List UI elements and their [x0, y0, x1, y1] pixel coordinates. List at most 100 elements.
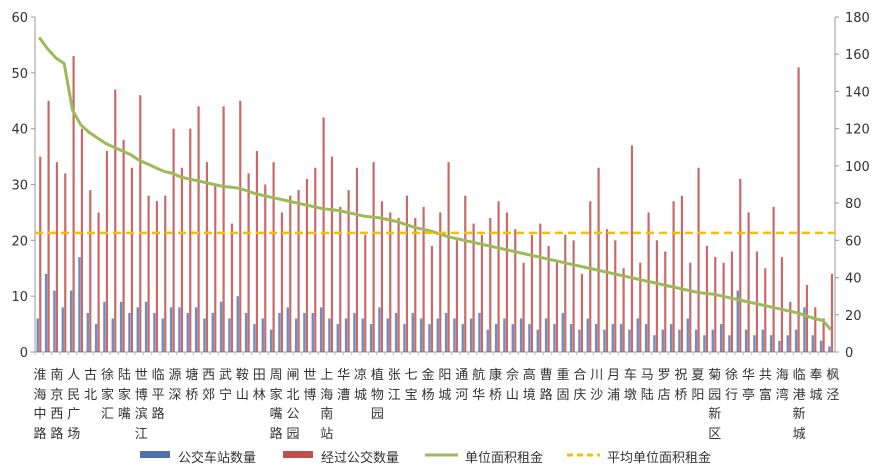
bar-bus-lines	[339, 206, 342, 352]
bar-bus-lines	[280, 212, 284, 352]
bar-stations	[153, 312, 156, 352]
legend-label: 公交车站数量	[178, 451, 257, 466]
bar-stations	[636, 318, 639, 352]
x-tick-label: 世博滨江	[134, 368, 148, 442]
bar-stations	[203, 318, 206, 352]
bar-stations	[778, 340, 781, 352]
bar-stations	[178, 307, 181, 352]
bar-stations	[386, 318, 389, 352]
bar-stations	[686, 318, 689, 352]
bar-bus-lines	[397, 218, 400, 352]
x-tick-label: 佘山	[505, 368, 519, 403]
bar-stations	[578, 329, 581, 352]
bar-stations	[661, 329, 664, 352]
bar-stations	[553, 324, 556, 352]
bar-bus-lines	[147, 195, 150, 352]
bar-stations	[169, 307, 173, 352]
bar-stations	[219, 301, 223, 352]
bar-bus-lines	[272, 162, 275, 352]
bar-stations	[336, 324, 339, 352]
line-rent	[37, 36, 832, 331]
bar-bus-lines	[605, 229, 609, 352]
left-tick-label: 40	[11, 123, 28, 138]
bar-stations	[253, 324, 256, 352]
right-tick-label: 40	[845, 272, 862, 287]
x-tick-label: 古北	[84, 368, 98, 403]
bar-stations	[428, 324, 431, 352]
bar-stations	[103, 301, 106, 352]
bar-bus-lines	[547, 245, 550, 352]
bar-bus-lines	[155, 201, 159, 352]
bar-bus-lines	[80, 128, 84, 352]
bar-bus-lines	[239, 100, 242, 352]
right-tick-label: 0	[845, 346, 853, 361]
bar-stations	[536, 329, 539, 352]
bar-stations	[769, 335, 773, 352]
x-tick-label: 阳城	[438, 368, 452, 403]
bar-bus-lines	[439, 212, 442, 352]
bar-bus-lines	[764, 268, 767, 352]
bar-bus-lines	[314, 167, 317, 352]
x-tick-label: 华亭	[742, 368, 756, 403]
bar-stations	[586, 318, 589, 352]
bar-stations	[269, 329, 273, 352]
bar-bus-lines	[505, 212, 509, 352]
x-tick-label: 川沙	[590, 368, 604, 403]
bar-stations	[694, 329, 698, 352]
bar-stations	[753, 335, 756, 352]
bar-bus-lines	[422, 206, 425, 352]
bar-bus-lines	[405, 195, 409, 352]
x-tick-label: 航华	[472, 368, 486, 403]
bar-stations	[261, 318, 264, 352]
bar-bus-lines	[522, 262, 525, 352]
x-tick-label: 南京西路	[50, 368, 64, 442]
bar-bus-lines	[830, 273, 834, 352]
left-tick-label: 10	[11, 290, 28, 305]
bar-bus-lines	[330, 156, 334, 352]
bar-bus-lines	[464, 195, 467, 352]
bar-stations	[494, 324, 498, 352]
bar-bus-lines	[289, 195, 292, 352]
bar-stations	[369, 324, 373, 352]
bar-bus-lines	[805, 285, 809, 352]
bar-bus-lines	[305, 178, 309, 352]
legend-swatch	[283, 451, 313, 458]
bar-bus-lines	[197, 106, 200, 352]
bar-stations	[819, 340, 823, 352]
bar-bus-lines	[597, 167, 600, 352]
bar-stations	[44, 273, 48, 352]
bar-bus-lines	[264, 184, 267, 352]
legend-label: 经过公交数量	[321, 451, 400, 466]
bar-bus-lines	[114, 89, 117, 352]
bar-bus-lines	[372, 162, 375, 352]
bar-bus-lines	[514, 229, 517, 352]
x-tick-label: 田林	[252, 368, 266, 403]
bar-bus-lines	[64, 173, 67, 352]
bar-bus-lines	[489, 218, 492, 352]
bar-bus-lines	[789, 301, 792, 352]
bar-bus-lines	[214, 184, 217, 352]
bar-bus-lines	[572, 240, 575, 352]
bar-stations	[78, 257, 81, 352]
x-tick-label: 西郊	[202, 368, 216, 403]
x-tick-label: 奉城	[809, 368, 823, 403]
x-tick-label: 闸北公园	[286, 368, 300, 442]
bar-stations	[119, 301, 123, 352]
bar-bus-lines	[739, 178, 742, 352]
bar-bus-lines	[822, 318, 825, 352]
bar-stations	[728, 335, 731, 352]
bar-stations	[678, 329, 681, 352]
bar-bus-lines	[355, 167, 359, 352]
bar-bus-lines	[389, 212, 392, 352]
bar-stations	[144, 301, 148, 352]
bar-bus-lines	[564, 234, 567, 352]
bar-stations	[244, 312, 248, 352]
bar-stations	[94, 324, 98, 352]
bar-bus-lines	[172, 128, 175, 352]
bar-stations	[561, 312, 564, 352]
bar-stations	[628, 329, 631, 352]
x-tick-label: 罗店	[657, 368, 671, 403]
bar-stations	[786, 335, 789, 352]
bar-stations	[294, 318, 298, 352]
